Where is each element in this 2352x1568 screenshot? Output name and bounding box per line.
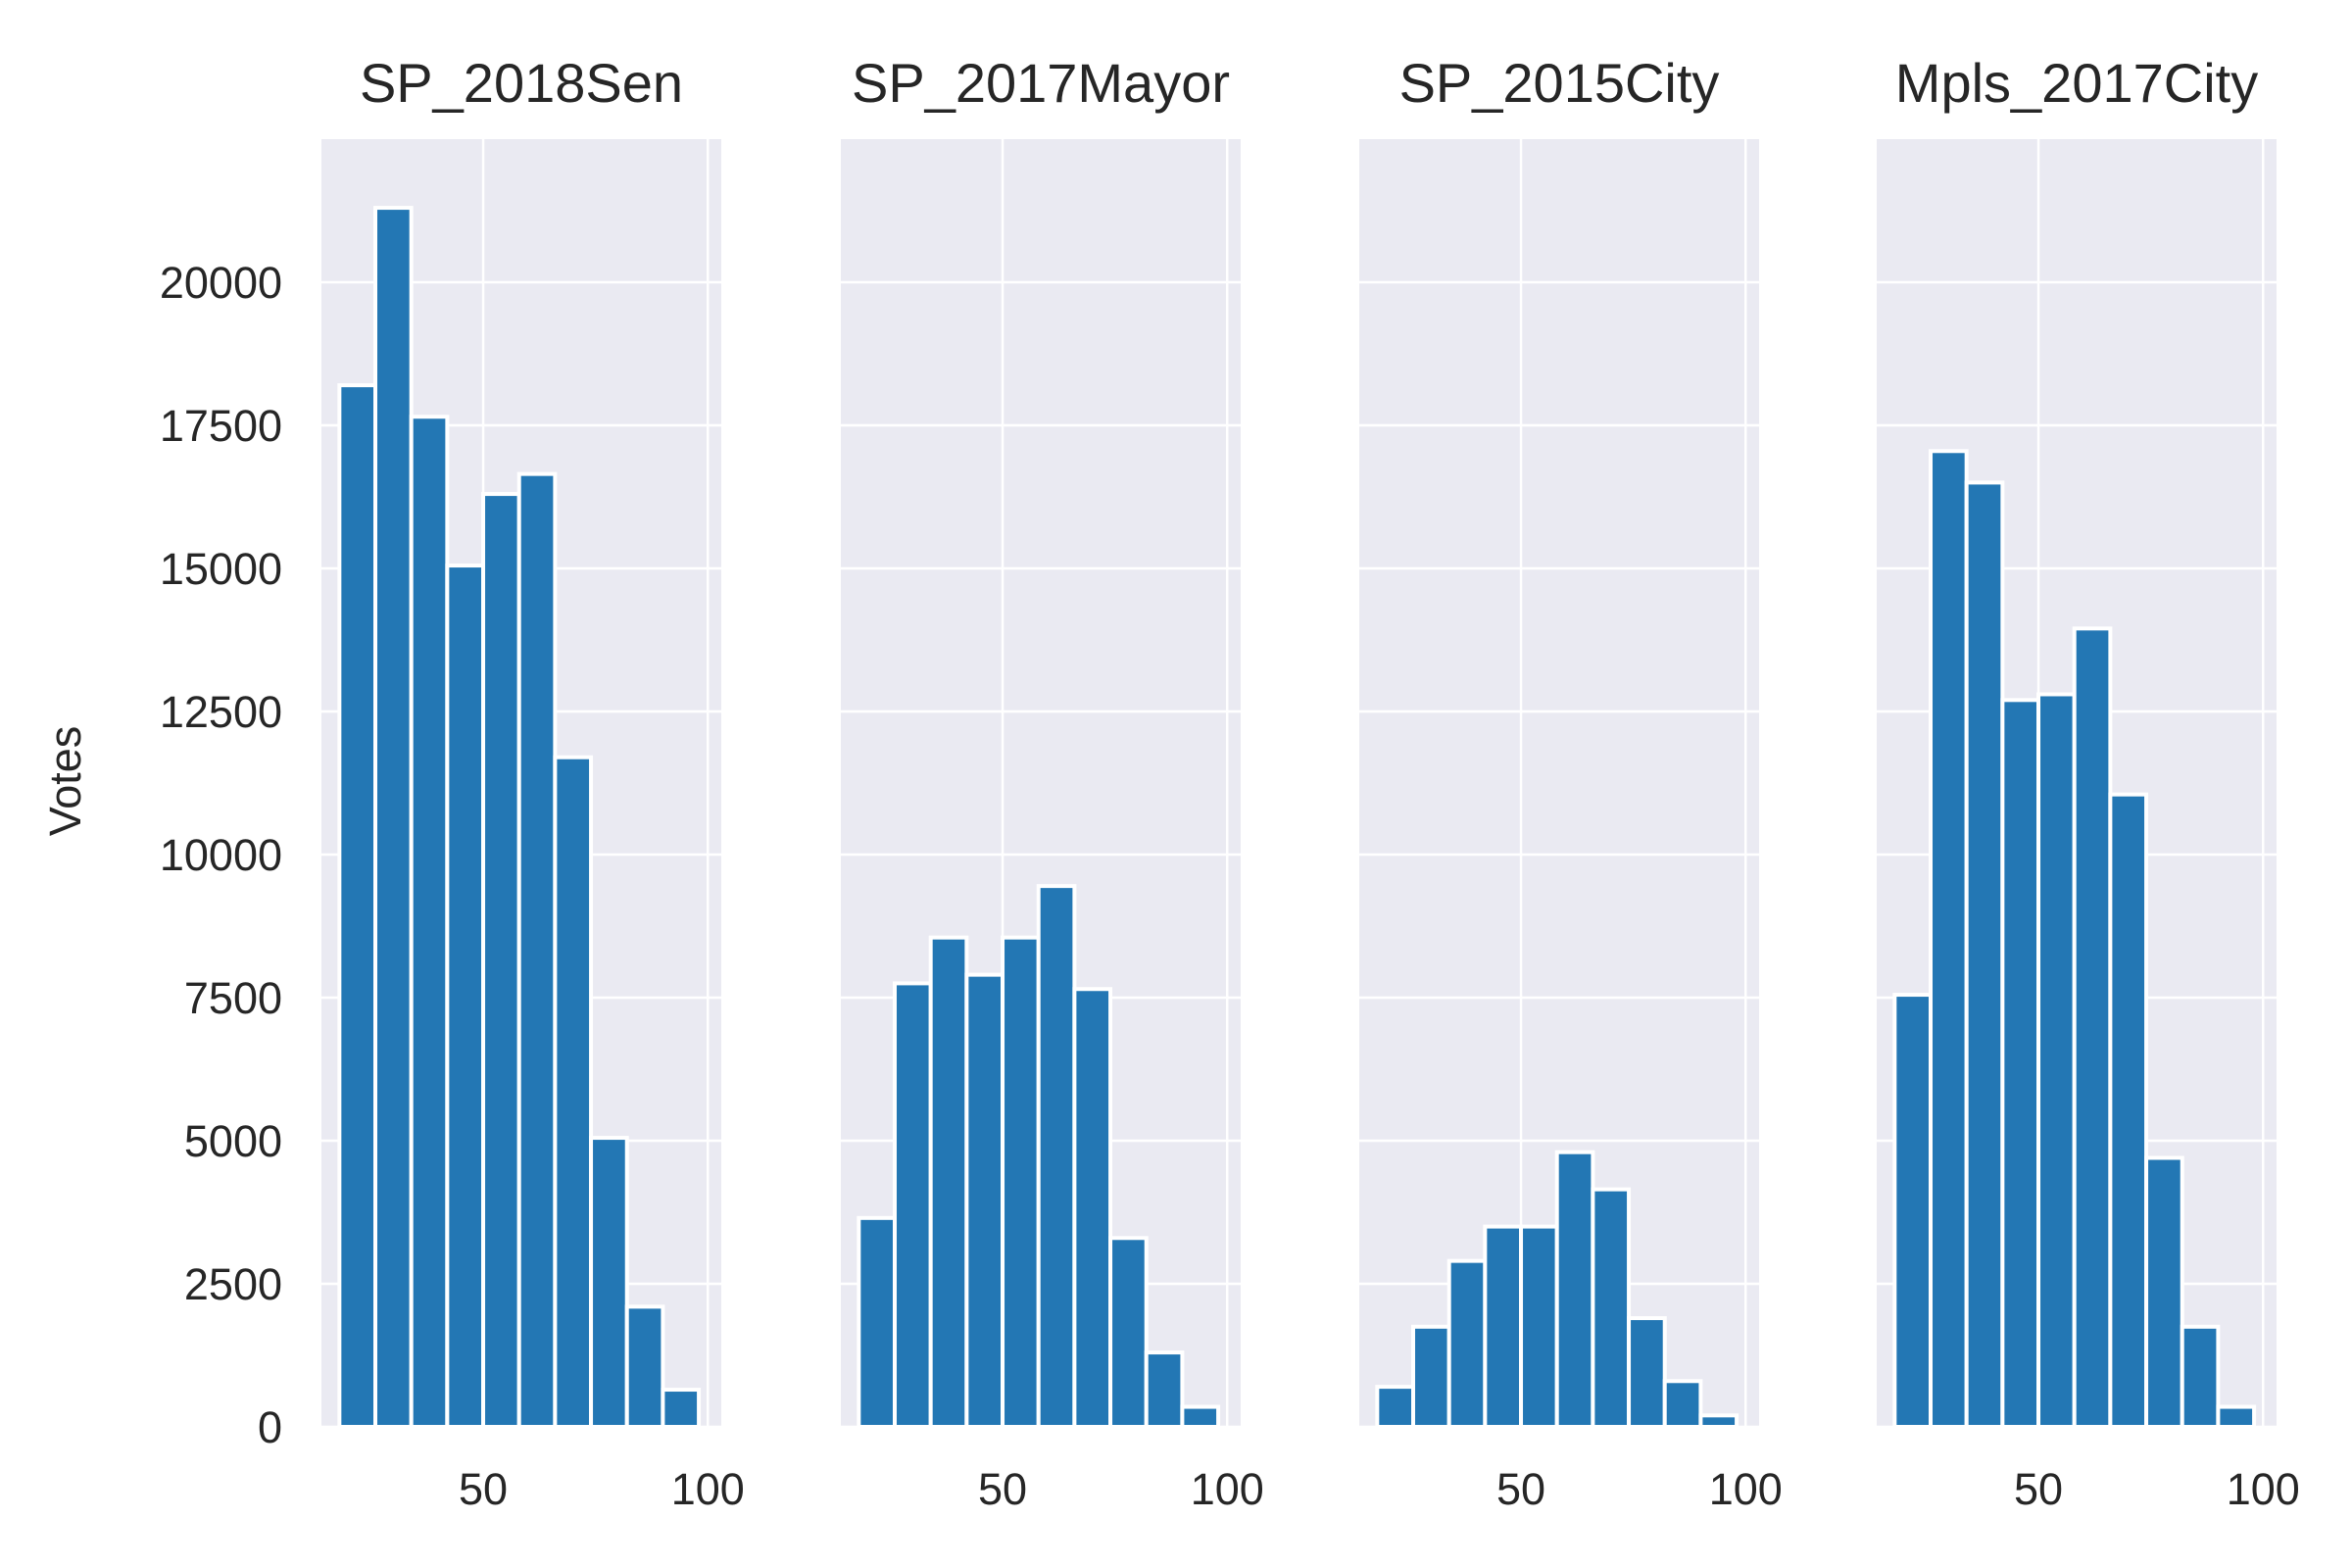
histogram-bar (409, 415, 450, 1429)
histogram-bar (1892, 993, 1934, 1430)
histogram-bar (1180, 1404, 1221, 1430)
histogram-bar (553, 755, 594, 1429)
histogram-bar (1698, 1413, 1740, 1429)
histogram-bar (2108, 792, 2149, 1429)
panels-group: SP_2018Sen 50 100 0 2500 5000 7500 10000 12500 15… (160, 52, 2300, 1514)
histogram-bar (2000, 698, 2041, 1429)
panel-title: SP_2018Sen (360, 52, 683, 114)
panel-title: SP_2015City (1399, 52, 1720, 114)
histogram-bar (337, 383, 378, 1429)
histogram-bar (1662, 1379, 1703, 1430)
x-tick-label: 50 (978, 1464, 1027, 1514)
histogram-bar (1375, 1385, 1416, 1429)
panel-3: SP_2015City 50 100 (1359, 52, 1783, 1514)
histogram-bar (2216, 1404, 2257, 1430)
histogram-bar (1519, 1224, 1559, 1429)
histogram-bar (1627, 1316, 1667, 1430)
y-tick-label: 12500 (160, 687, 282, 737)
histogram-bar (445, 564, 486, 1429)
histogram-bar (516, 471, 558, 1429)
histogram-bar (928, 935, 969, 1429)
x-tick-label: 50 (1496, 1464, 1545, 1514)
histogram-bar (481, 492, 521, 1429)
y-tick-label: 17500 (160, 401, 282, 451)
y-tick-label: 0 (258, 1402, 282, 1452)
histogram-bar (589, 1136, 629, 1429)
histogram-bar (1483, 1224, 1524, 1429)
panel-4: Mpls_2017City 50 100 (1877, 52, 2300, 1514)
y-tick-label: 20000 (160, 258, 282, 308)
panel-2: SP_2017Mayor 50 100 (841, 52, 1264, 1514)
histogram-bar (2072, 626, 2113, 1429)
histogram-bar (1964, 480, 2005, 1429)
histogram-bar (1108, 1236, 1149, 1430)
histogram-bar (1072, 987, 1113, 1429)
histogram-bar (2036, 692, 2077, 1429)
y-axis-label: Votes (40, 726, 90, 837)
histogram-bar (2180, 1324, 2221, 1430)
histogram-bar (373, 206, 414, 1430)
y-tick-label: 2500 (184, 1259, 282, 1309)
y-tick-label: 5000 (184, 1116, 282, 1166)
y-tick-label: 15000 (160, 544, 282, 594)
histogram-bar (1411, 1324, 1451, 1430)
x-tick-label: 100 (1709, 1464, 1783, 1514)
x-tick-label: 100 (671, 1464, 745, 1514)
x-tick-label: 50 (2014, 1464, 2063, 1514)
histogram-bar (624, 1304, 665, 1429)
panel-title: Mpls_2017City (1895, 52, 2258, 114)
histogram-bar (2144, 1155, 2184, 1430)
histogram-bar (964, 972, 1005, 1429)
x-tick-label: 100 (1191, 1464, 1264, 1514)
histogram-bar (1446, 1258, 1488, 1430)
x-tick-label: 100 (2227, 1464, 2300, 1514)
panel-title: SP_2017Mayor (852, 52, 1230, 114)
x-tick-label: 50 (459, 1464, 508, 1514)
y-tick-label: 10000 (160, 830, 282, 880)
histogram-bar (1036, 884, 1077, 1429)
panel-1: SP_2018Sen 50 100 0 2500 5000 7500 10000 12500 15… (160, 52, 745, 1514)
histogram-bar (1144, 1350, 1185, 1429)
histogram-bar (857, 1215, 898, 1429)
histogram-bar (1001, 935, 1041, 1429)
histogram-bar (1591, 1187, 1632, 1430)
histogram-bar (1929, 449, 1969, 1429)
histogram-bar (893, 981, 933, 1430)
histogram-bar (1554, 1150, 1595, 1430)
histogram-bar (661, 1388, 702, 1430)
y-tick-label: 7500 (184, 973, 282, 1023)
